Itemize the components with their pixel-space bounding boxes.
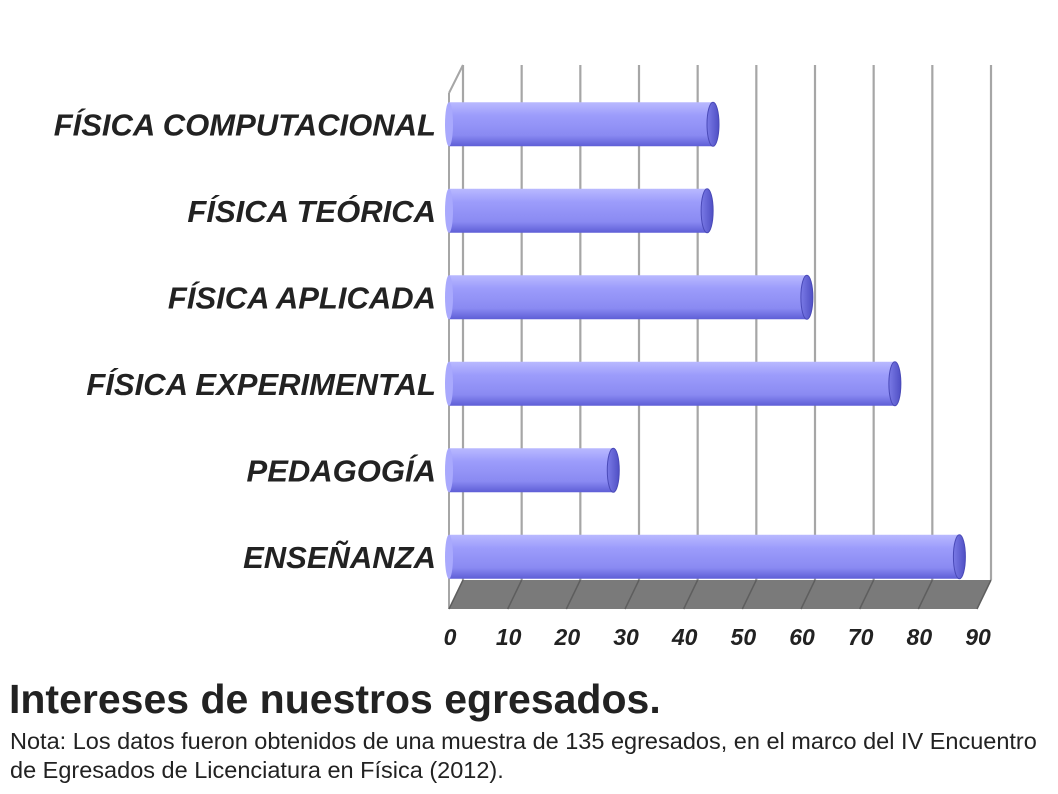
left-wall-top-edge [448,64,464,94]
bar-base-cap [445,534,453,579]
x-tick-labels: 0 10 20 30 40 50 60 70 80 90 [444,624,991,650]
category-label: FÍSICA APLICADA [168,280,436,315]
floor-plane [449,580,991,609]
floor-ridge [506,579,523,610]
bar-body [449,361,895,406]
caption-title: Intereses de nuestros egresados. [9,676,661,722]
bar-end-cap [952,534,966,580]
floor-ridge [624,579,640,610]
caption-note: Nota: Los datos fueron obtenidos de una … [10,728,1037,783]
bar [445,188,714,234]
floor-ridge [976,579,992,610]
floor-ridge [858,579,875,610]
bar [445,101,720,147]
x-tick-label: 80 [907,624,933,650]
bar-base-cap [445,361,453,406]
bar-end-cap [888,361,902,407]
bar-end-cap [800,274,814,320]
bar [445,447,620,493]
bar-end-cap [606,447,620,493]
bar [445,274,814,320]
gridlines [448,64,993,609]
category-label: PEDAGOGÍA [247,453,436,488]
floor-ridge [682,579,699,610]
x-tick-label: 20 [554,624,581,650]
x-tick-label: 10 [496,624,522,650]
category-label: FÍSICA COMPUTACIONAL [54,107,436,142]
bar-body [449,102,713,147]
x-tick-label: 40 [671,624,698,650]
x-tick-label: 50 [731,624,757,650]
bar-body [449,534,960,579]
category-label: ENSEÑANZA [243,540,436,575]
bar-body [449,275,807,320]
chart-floor [448,579,992,610]
x-tick-label: 70 [848,624,874,650]
floor-ridge [565,579,582,610]
bar-base-cap [445,275,453,320]
bar-end-cap [700,188,714,234]
bar [445,534,966,580]
category-label: FÍSICA TEÓRICA [187,194,436,229]
bar-base-cap [445,102,453,147]
floor-ridge [800,579,816,610]
bar-base-cap [445,188,453,233]
x-tick-label: 90 [965,624,991,650]
x-tick-label: 60 [789,624,815,650]
floor-ridge [917,579,934,610]
bar-chart: FÍSICA COMPUTACIONAL FÍSICA TEÓRICA FÍSICA… [54,64,993,650]
bar-base-cap [445,448,453,493]
x-tick-label: 30 [613,624,639,650]
category-labels: FÍSICA COMPUTACIONAL FÍSICA TEÓRICA FÍSICA… [54,107,436,575]
x-tick-label: 0 [444,624,457,650]
bar-body [449,188,708,233]
floor-ridge [741,579,758,610]
bar-body [449,448,614,493]
bar-end-cap [706,101,720,147]
bar [445,361,902,407]
floor-ridge [448,579,464,610]
bars [445,101,966,580]
category-label: FÍSICA EXPERIMENTAL [86,367,436,402]
